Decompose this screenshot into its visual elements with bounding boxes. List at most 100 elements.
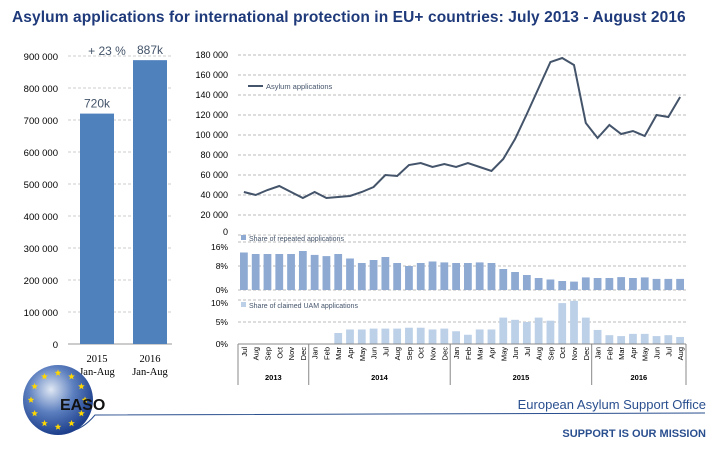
uam-bar xyxy=(393,328,402,344)
x-tick-label: Dec xyxy=(299,347,308,361)
y-tick-label: 800 000 xyxy=(24,84,58,95)
easo-logo-globe xyxy=(23,365,93,435)
repeated-bar xyxy=(499,269,508,290)
legend-label: Share of repeated applications xyxy=(249,236,344,243)
uam-bar xyxy=(346,329,354,344)
star-icon xyxy=(41,419,48,427)
x-tick-label: Aug xyxy=(535,347,544,360)
legend-swatch xyxy=(241,235,246,240)
uam-bar xyxy=(416,327,425,344)
y-tick-label: 0% xyxy=(216,339,229,349)
x-tick-label: Apr xyxy=(487,346,496,358)
uam-bar xyxy=(629,333,637,344)
y-tick-label: 5% xyxy=(216,317,229,327)
x-tick-label: Aug xyxy=(393,347,402,360)
y-tick-label: 200 000 xyxy=(24,276,58,287)
uam-bar xyxy=(534,317,543,344)
y-tick-label: 16% xyxy=(211,242,228,252)
repeated-bar xyxy=(664,278,673,290)
x-tick-label: Nov xyxy=(429,347,438,361)
repeated-bar xyxy=(487,263,496,290)
star-icon xyxy=(41,373,48,380)
y-tick-label: 80 000 xyxy=(200,150,228,160)
uam-bar xyxy=(487,329,496,344)
page-title: Asylum applications for international pr… xyxy=(12,9,686,26)
x-tick-label: Dec xyxy=(440,347,449,361)
repeated-bar xyxy=(511,272,519,290)
x-tick-label: May xyxy=(358,347,367,361)
uam-bar xyxy=(452,331,460,344)
x-tick-label: 2015 xyxy=(87,354,108,365)
x-tick-label: May xyxy=(641,347,650,361)
uam-bar xyxy=(652,336,661,344)
repeated-bar xyxy=(605,278,614,290)
uam-bar xyxy=(617,336,626,344)
star-icon xyxy=(54,369,62,376)
x-tick-label: Oct xyxy=(275,346,284,359)
star-icon xyxy=(81,396,89,403)
x-tick-label: Mar xyxy=(476,347,485,360)
legend-swatch xyxy=(241,302,246,307)
x-tick-label: Nov xyxy=(287,347,296,361)
uam-bar xyxy=(640,333,649,344)
y-tick-label: 400 000 xyxy=(24,212,58,223)
growth-annotation: + 23 % xyxy=(88,44,126,58)
y-tick-label: 100 000 xyxy=(24,308,58,319)
y-tick-label: 500 000 xyxy=(24,180,58,191)
repeated-bar xyxy=(298,251,307,290)
repeated-bar xyxy=(546,279,555,290)
uam-bar xyxy=(558,303,567,344)
bar-2016 xyxy=(133,60,167,344)
star-icon xyxy=(78,410,85,417)
repeated-bar xyxy=(440,262,449,290)
uam-bar xyxy=(499,317,508,344)
repeated-bar xyxy=(334,254,343,290)
uam-bar xyxy=(605,335,614,344)
x-tick-label: Apr xyxy=(629,346,638,358)
x-tick-label: Oct xyxy=(417,346,426,359)
data-label: 887k xyxy=(137,43,164,57)
repeated-bar xyxy=(369,260,378,290)
x-tick-label: Sep xyxy=(405,347,414,360)
x-tick-label: Feb xyxy=(605,347,614,360)
y-tick-label: 140 000 xyxy=(195,90,228,100)
repeated-bar xyxy=(522,275,531,290)
x-tick-label: Sep xyxy=(546,347,555,360)
data-label: 720k xyxy=(84,97,111,111)
y-tick-label: 900 000 xyxy=(24,52,58,63)
uam-bar xyxy=(546,320,555,344)
easo-logo-text: EASO xyxy=(60,397,105,414)
x-tick-label: Aug xyxy=(252,347,261,360)
repeated-bar xyxy=(287,254,295,290)
y-tick-label: 120 000 xyxy=(195,110,228,120)
x-tick-label: Jan xyxy=(452,347,461,359)
uam-bar xyxy=(357,329,366,344)
repeated-bar xyxy=(381,257,390,290)
motto: SUPPORT IS OUR MISSION xyxy=(562,428,706,440)
x-tick-label: 2016 xyxy=(140,354,161,365)
x-tick-label: Jun xyxy=(511,347,520,359)
x-tick-label: Jul xyxy=(381,347,390,357)
year-label: 2016 xyxy=(630,373,647,382)
repeated-bar xyxy=(475,262,484,290)
repeated-bar xyxy=(310,254,319,290)
repeated-bar xyxy=(558,281,567,290)
x-tick-label: Jan-Aug xyxy=(132,367,168,378)
bar-2015 xyxy=(80,113,114,344)
y-tick-label: 8% xyxy=(216,261,229,271)
uam-bar xyxy=(676,336,684,344)
repeated-bar xyxy=(452,263,460,290)
star-icon xyxy=(68,373,75,380)
y-tick-label: 100 000 xyxy=(195,130,228,140)
x-tick-label: Jan-Aug xyxy=(79,367,115,378)
y-tick-label: 10% xyxy=(211,298,228,308)
x-tick-label: Mar xyxy=(334,347,343,360)
y-tick-label: 20 000 xyxy=(200,210,228,220)
x-tick-label: Jan xyxy=(311,347,320,359)
uam-bar xyxy=(522,322,531,344)
repeated-bar xyxy=(629,278,637,290)
repeated-bar xyxy=(346,258,354,290)
uam-bar xyxy=(581,317,590,344)
y-tick-label: 60 000 xyxy=(200,170,228,180)
